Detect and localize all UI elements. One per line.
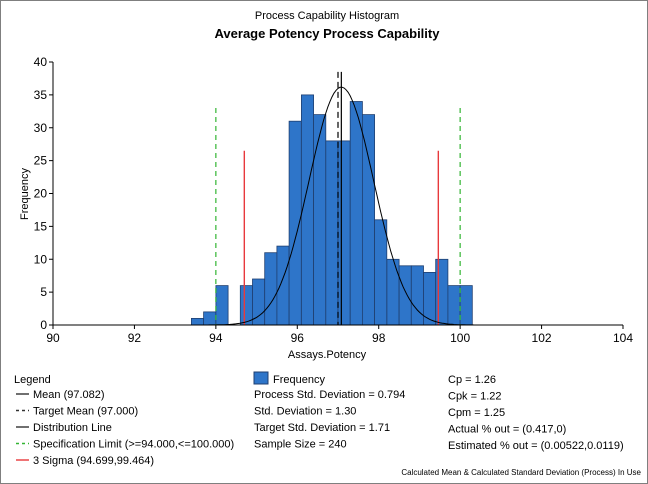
y-tick-label: 15 bbox=[34, 219, 48, 233]
histogram-bar bbox=[386, 258, 400, 326]
histogram-bar bbox=[215, 285, 229, 326]
frequency-legend-label: Frequency bbox=[273, 374, 325, 386]
x-tick-label: 96 bbox=[291, 331, 305, 345]
chart-title: Average Potency Process Capability bbox=[215, 26, 441, 41]
histogram-bar bbox=[410, 265, 424, 326]
y-tick-label: 40 bbox=[34, 55, 48, 69]
y-tick-label: 20 bbox=[34, 187, 48, 201]
x-tick-label: 102 bbox=[532, 331, 552, 345]
stat-line: Target Std. Deviation = 1.71 bbox=[254, 422, 390, 434]
x-tick-label: 104 bbox=[613, 331, 633, 345]
stat-line: Actual % out = (0.417,0) bbox=[448, 424, 566, 436]
legend: Mean (97.082) Target Mean (97.000) Distrib… bbox=[16, 389, 234, 467]
histogram-bars bbox=[190, 94, 473, 326]
stats-column-2: Cp = 1.26 Cpk = 1.22 Cpm = 1.25 Actual % ou… bbox=[448, 374, 624, 452]
y-tick-label: 30 bbox=[34, 121, 48, 135]
histogram-bar bbox=[300, 94, 314, 326]
stat-line: Cpm = 1.25 bbox=[448, 407, 505, 419]
x-axis-ticks: 90 92 94 96 98 100 102 104 bbox=[46, 325, 633, 345]
histogram-bar bbox=[239, 285, 253, 326]
histogram-bar bbox=[190, 317, 204, 326]
histogram-bar bbox=[325, 140, 339, 326]
y-tick-label: 5 bbox=[40, 285, 47, 299]
stat-line: Estimated % out = (0.00522,0.0119) bbox=[448, 440, 624, 452]
x-tick-label: 98 bbox=[372, 331, 386, 345]
footer-note: Calculated Mean & Calculated Standard De… bbox=[401, 468, 641, 477]
histogram-bar bbox=[349, 101, 363, 326]
y-tick-label: 25 bbox=[34, 154, 48, 168]
reference-lines bbox=[215, 71, 461, 325]
y-tick-label: 10 bbox=[34, 252, 48, 266]
stat-line: Cpk = 1.22 bbox=[448, 391, 502, 403]
distribution-curve bbox=[199, 86, 485, 326]
legend-item-label: Target Mean (97.000) bbox=[33, 406, 138, 418]
y-tick-label: 0 bbox=[40, 318, 47, 332]
chart-subtitle: Process Capability Histogram bbox=[255, 10, 399, 22]
histogram-bar bbox=[313, 114, 327, 326]
x-tick-label: 90 bbox=[46, 331, 60, 345]
histogram-bar bbox=[398, 265, 412, 326]
histogram-bar bbox=[361, 114, 375, 326]
stat-line: Process Std. Deviation = 0.794 bbox=[254, 389, 405, 401]
histogram-bar bbox=[435, 258, 449, 326]
y-tick-label: 35 bbox=[34, 88, 48, 102]
x-tick-label: 100 bbox=[450, 331, 470, 345]
stats-column-1: Process Std. Deviation = 0.794 Std. Devia… bbox=[254, 389, 405, 451]
histogram-bar bbox=[447, 285, 461, 326]
y-axis-label: Frequency bbox=[19, 168, 31, 220]
histogram-bar bbox=[459, 285, 473, 326]
frequency-swatch bbox=[253, 371, 269, 385]
x-axis-label: Assays.Potency bbox=[288, 349, 367, 361]
histogram-bar bbox=[276, 245, 290, 326]
x-tick-label: 94 bbox=[209, 331, 223, 345]
histogram-bar bbox=[337, 140, 351, 326]
y-axis-ticks: 0 5 10 15 20 25 30 35 40 bbox=[34, 55, 53, 332]
legend-item-label: Distribution Line bbox=[33, 422, 112, 434]
legend-item-label: Mean (97.082) bbox=[33, 389, 105, 401]
stat-line: Sample Size = 240 bbox=[254, 439, 347, 451]
legend-title: Legend bbox=[14, 374, 51, 386]
legend-item-label: Specification Limit (>=94.000,<=100.000) bbox=[33, 439, 234, 451]
x-tick-label: 92 bbox=[128, 331, 142, 345]
legend-item-label: 3 Sigma (94.699,99.464) bbox=[33, 455, 154, 467]
histogram-bar bbox=[203, 311, 217, 326]
stat-line: Cp = 1.26 bbox=[448, 374, 496, 386]
histogram-bar bbox=[374, 219, 388, 326]
histogram-bar bbox=[264, 252, 278, 326]
stat-line: Std. Deviation = 1.30 bbox=[254, 406, 356, 418]
